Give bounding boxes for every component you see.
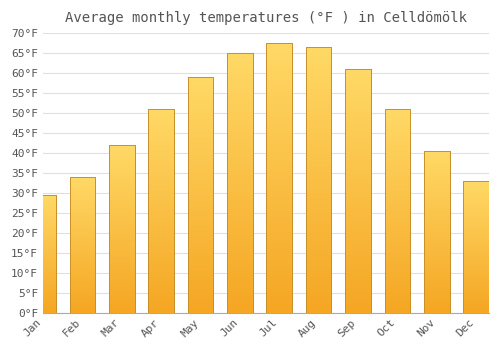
Bar [227,53,252,313]
Bar [188,77,214,313]
Bar [30,195,56,313]
Bar [306,47,332,313]
Bar [384,109,410,313]
Bar [30,195,56,313]
Bar [266,43,292,313]
Bar [227,53,252,313]
Bar [424,151,450,313]
Bar [306,47,332,313]
Bar [109,145,134,313]
Bar [148,109,174,313]
Bar [424,151,450,313]
Bar [70,177,95,313]
Bar [464,181,489,313]
Bar [109,145,134,313]
Bar [70,177,95,313]
Bar [345,69,371,313]
Bar [384,109,410,313]
Bar [266,43,292,313]
Title: Average monthly temperatures (°F ) in Celldömölk: Average monthly temperatures (°F ) in Ce… [65,11,467,25]
Bar [188,77,214,313]
Bar [464,181,489,313]
Bar [345,69,371,313]
Bar [148,109,174,313]
